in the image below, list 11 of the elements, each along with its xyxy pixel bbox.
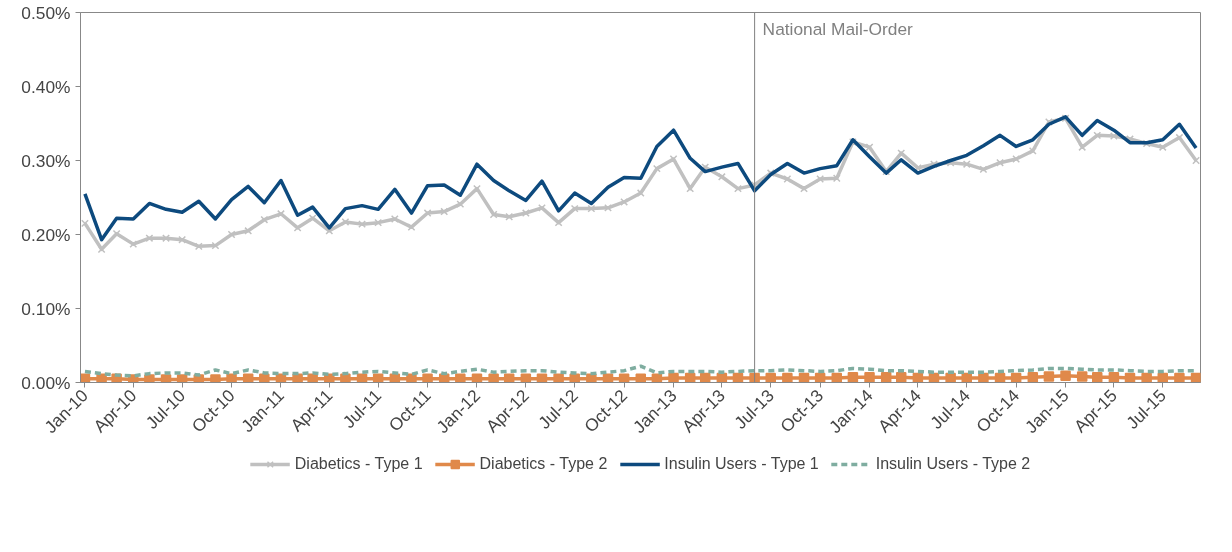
y-tick-label: 0.50% bbox=[21, 2, 71, 23]
y-tick-label: 0.00% bbox=[21, 372, 71, 393]
legend-label: Insulin Users - Type 2 bbox=[875, 455, 1031, 473]
y-tick-label: 0.40% bbox=[21, 76, 71, 97]
y-tick-label: 0.20% bbox=[21, 224, 71, 245]
legend-label: Diabetics - Type 2 bbox=[479, 455, 608, 473]
y-tick-label: 0.10% bbox=[21, 298, 71, 319]
legend-label: Diabetics - Type 1 bbox=[294, 455, 423, 473]
legend-label: Insulin Users - Type 1 bbox=[664, 455, 819, 473]
y-tick-label: 0.30% bbox=[21, 150, 71, 171]
ref-line-label: National Mail-Order bbox=[762, 18, 914, 39]
